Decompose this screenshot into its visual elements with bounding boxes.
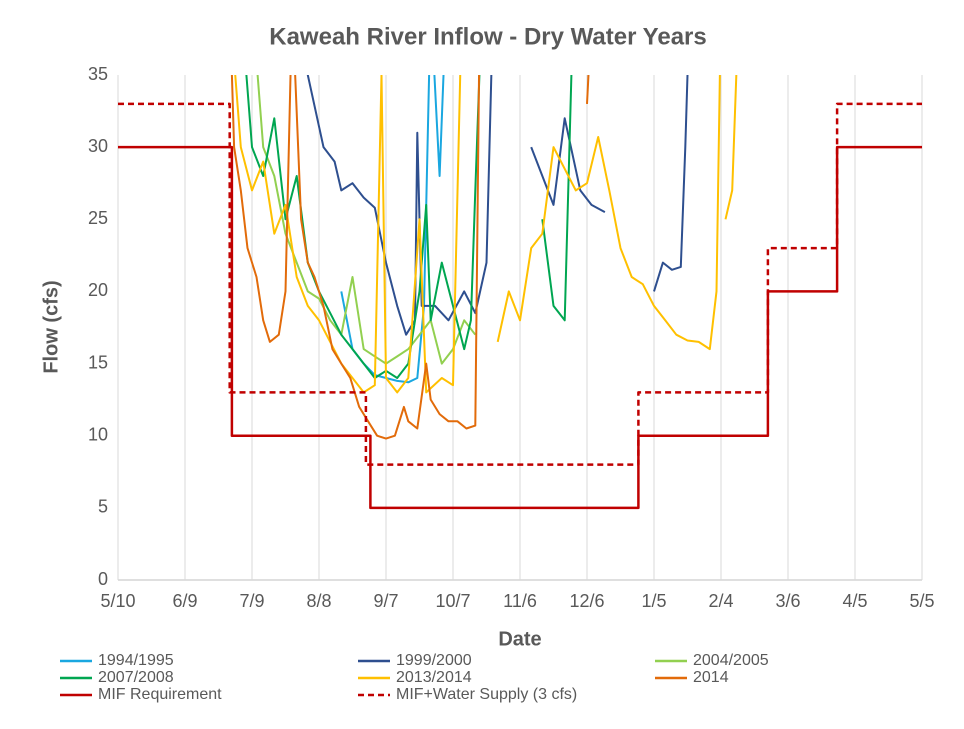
x-tick-label: 2/4 <box>708 591 733 611</box>
x-tick-label: 7/9 <box>239 591 264 611</box>
y-tick-label: 5 <box>98 497 108 517</box>
y-tick-label: 0 <box>98 569 108 589</box>
x-tick-label: 6/9 <box>172 591 197 611</box>
y-tick-label: 35 <box>88 64 108 84</box>
x-axis-title: Date <box>498 628 541 650</box>
legend-label: 1999/2000 <box>396 652 472 669</box>
legend-label: 2013/2014 <box>396 669 472 686</box>
chart-title: Kaweah River Inflow - Dry Water Years <box>269 23 707 50</box>
legend-label: 2007/2008 <box>98 669 174 686</box>
series-line <box>256 75 477 365</box>
legend-label: 2014 <box>693 669 729 686</box>
x-tick-label: 4/5 <box>842 591 867 611</box>
x-tick-label: 1/5 <box>641 591 666 611</box>
x-tick-label: 12/6 <box>569 591 604 611</box>
legend-label: 2004/2005 <box>693 652 769 669</box>
x-tick-label: 10/7 <box>435 591 470 611</box>
series-line <box>230 75 590 440</box>
y-tick-label: 25 <box>88 208 108 228</box>
series-line <box>245 75 573 379</box>
plot-area <box>118 75 922 510</box>
x-tick-label: 8/8 <box>306 591 331 611</box>
y-tick-label: 10 <box>88 424 108 444</box>
legend-label: 1994/1995 <box>98 652 174 669</box>
x-tick-label: 9/7 <box>373 591 398 611</box>
x-tick-label: 5/10 <box>100 591 135 611</box>
x-tick-label: 5/5 <box>909 591 934 611</box>
y-axis-title: Flow (cfs) <box>40 280 62 373</box>
series-line <box>340 75 445 384</box>
legend-label: MIF+Water Supply (3 cfs) <box>396 686 577 703</box>
series-line <box>306 75 689 336</box>
legend-label: MIF Requirement <box>98 686 222 703</box>
series-line <box>118 145 922 510</box>
x-tick-label: 11/6 <box>503 591 537 611</box>
x-tick-label: 3/6 <box>775 591 800 611</box>
series-line <box>118 102 922 466</box>
y-tick-label: 20 <box>88 280 108 300</box>
y-tick-label: 30 <box>88 136 108 156</box>
series-line <box>234 75 738 394</box>
y-tick-label: 15 <box>88 352 108 372</box>
